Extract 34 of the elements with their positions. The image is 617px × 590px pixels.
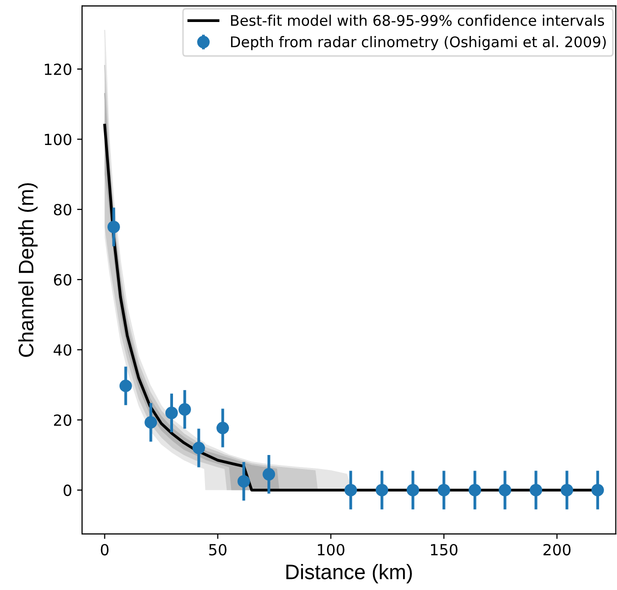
point xyxy=(107,220,120,234)
point xyxy=(438,484,450,496)
point xyxy=(119,380,132,392)
point xyxy=(406,484,420,496)
point xyxy=(344,484,357,496)
y-tick-label: 120 xyxy=(44,64,72,76)
point xyxy=(178,403,191,416)
point xyxy=(591,484,604,496)
y-tick-label: 100 xyxy=(44,134,72,146)
legend-label: Depth from radar clinometry (Oshigami et al. 2009) xyxy=(231,36,606,50)
point xyxy=(498,484,512,496)
point xyxy=(376,484,388,496)
point xyxy=(144,416,158,429)
x-tick-label: 200 xyxy=(544,544,571,556)
point xyxy=(192,442,206,454)
y-tick-label: 20 xyxy=(54,414,72,426)
x-tick-label: 150 xyxy=(430,544,458,556)
legend-label: Best-fit model with 68-95-99% confidence intervals xyxy=(231,14,604,26)
point xyxy=(165,406,178,420)
x-tick-label: 50 xyxy=(209,544,226,556)
point xyxy=(530,484,542,496)
x-tick-label: 0 xyxy=(100,544,109,556)
point xyxy=(216,422,229,434)
y-tick-label: 40 xyxy=(54,344,72,356)
point xyxy=(560,484,574,496)
point xyxy=(238,475,250,488)
x-tick-label: 100 xyxy=(318,544,344,556)
x-axis-title: Distance (km) xyxy=(286,564,412,584)
y-tick-label: 0 xyxy=(64,484,72,496)
y-tick-label: 60 xyxy=(54,274,72,286)
y-tick-label: 80 xyxy=(54,204,72,216)
point xyxy=(468,484,482,496)
y-axis-title: Channel Depth (m) xyxy=(18,183,38,357)
point xyxy=(262,468,276,481)
